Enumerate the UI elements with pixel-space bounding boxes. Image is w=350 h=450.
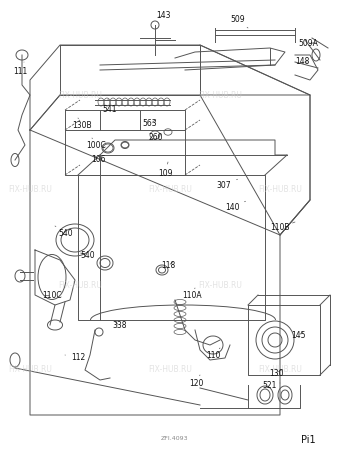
Text: FIX-HUB.RU: FIX-HUB.RU [258,185,302,194]
Text: FIX-HUB.RU: FIX-HUB.RU [198,90,242,99]
Text: 145: 145 [291,332,305,341]
Text: 120: 120 [189,375,203,387]
Text: 110: 110 [206,348,220,360]
Text: FIX-HUB.RU: FIX-HUB.RU [148,185,192,194]
Text: FIX-HUB.RU: FIX-HUB.RU [148,365,192,374]
Text: FIX-HUB.RU: FIX-HUB.RU [258,365,302,374]
Text: 140: 140 [225,201,245,212]
Text: 260: 260 [149,134,163,143]
Text: FIX-HUB.RU: FIX-HUB.RU [198,280,242,289]
Text: FIX-HUB.RU: FIX-HUB.RU [58,90,102,99]
Text: 521: 521 [263,382,280,391]
Text: 109: 109 [158,162,172,179]
Text: Pi1: Pi1 [301,435,315,445]
Text: 118: 118 [161,261,175,270]
Text: 563: 563 [143,120,157,129]
Text: 112: 112 [65,354,85,363]
Text: 541: 541 [103,99,117,114]
Text: 130B: 130B [72,118,92,130]
Text: 110C: 110C [42,292,62,301]
Text: 540: 540 [80,252,95,261]
Text: 143: 143 [156,12,170,21]
Text: 106: 106 [91,155,105,165]
Text: 110B: 110B [270,222,295,233]
Text: 100C: 100C [86,138,106,150]
Text: 540: 540 [55,226,73,238]
Text: 111: 111 [13,62,27,77]
Text: 148: 148 [295,58,309,67]
Text: 509A: 509A [298,40,318,49]
Text: 110A: 110A [182,288,202,301]
Text: FIX-HUB.RU: FIX-HUB.RU [8,365,52,374]
Text: 338: 338 [113,321,127,330]
Text: 509: 509 [231,15,248,28]
Text: FIX-HUB.RU: FIX-HUB.RU [58,280,102,289]
Text: FIX-HUB.RU: FIX-HUB.RU [8,185,52,194]
Text: 130: 130 [269,369,283,378]
Text: 307: 307 [217,179,238,190]
Text: ZFI.4093: ZFI.4093 [161,436,189,441]
